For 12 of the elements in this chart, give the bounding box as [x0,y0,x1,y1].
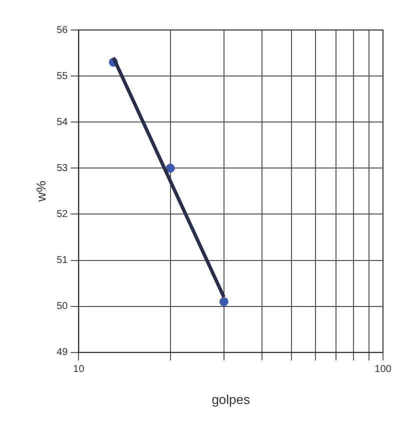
x-tick-label: 100 [374,364,392,376]
x-axis-title: golpes [212,392,251,407]
y-tick-label: 50 [56,301,68,312]
y-tick-label: 55 [56,70,68,82]
y-tick-label: 52 [56,208,68,220]
y-tick-label: 54 [56,116,68,128]
y-tick-label: 53 [56,162,68,174]
y-tick-label: 56 [56,24,68,36]
y-tick-label: 51 [56,255,68,266]
x-tick-label: 10 [73,364,85,376]
y-axis-title: w% [33,180,48,203]
y-tick-label: 49 [56,347,68,358]
